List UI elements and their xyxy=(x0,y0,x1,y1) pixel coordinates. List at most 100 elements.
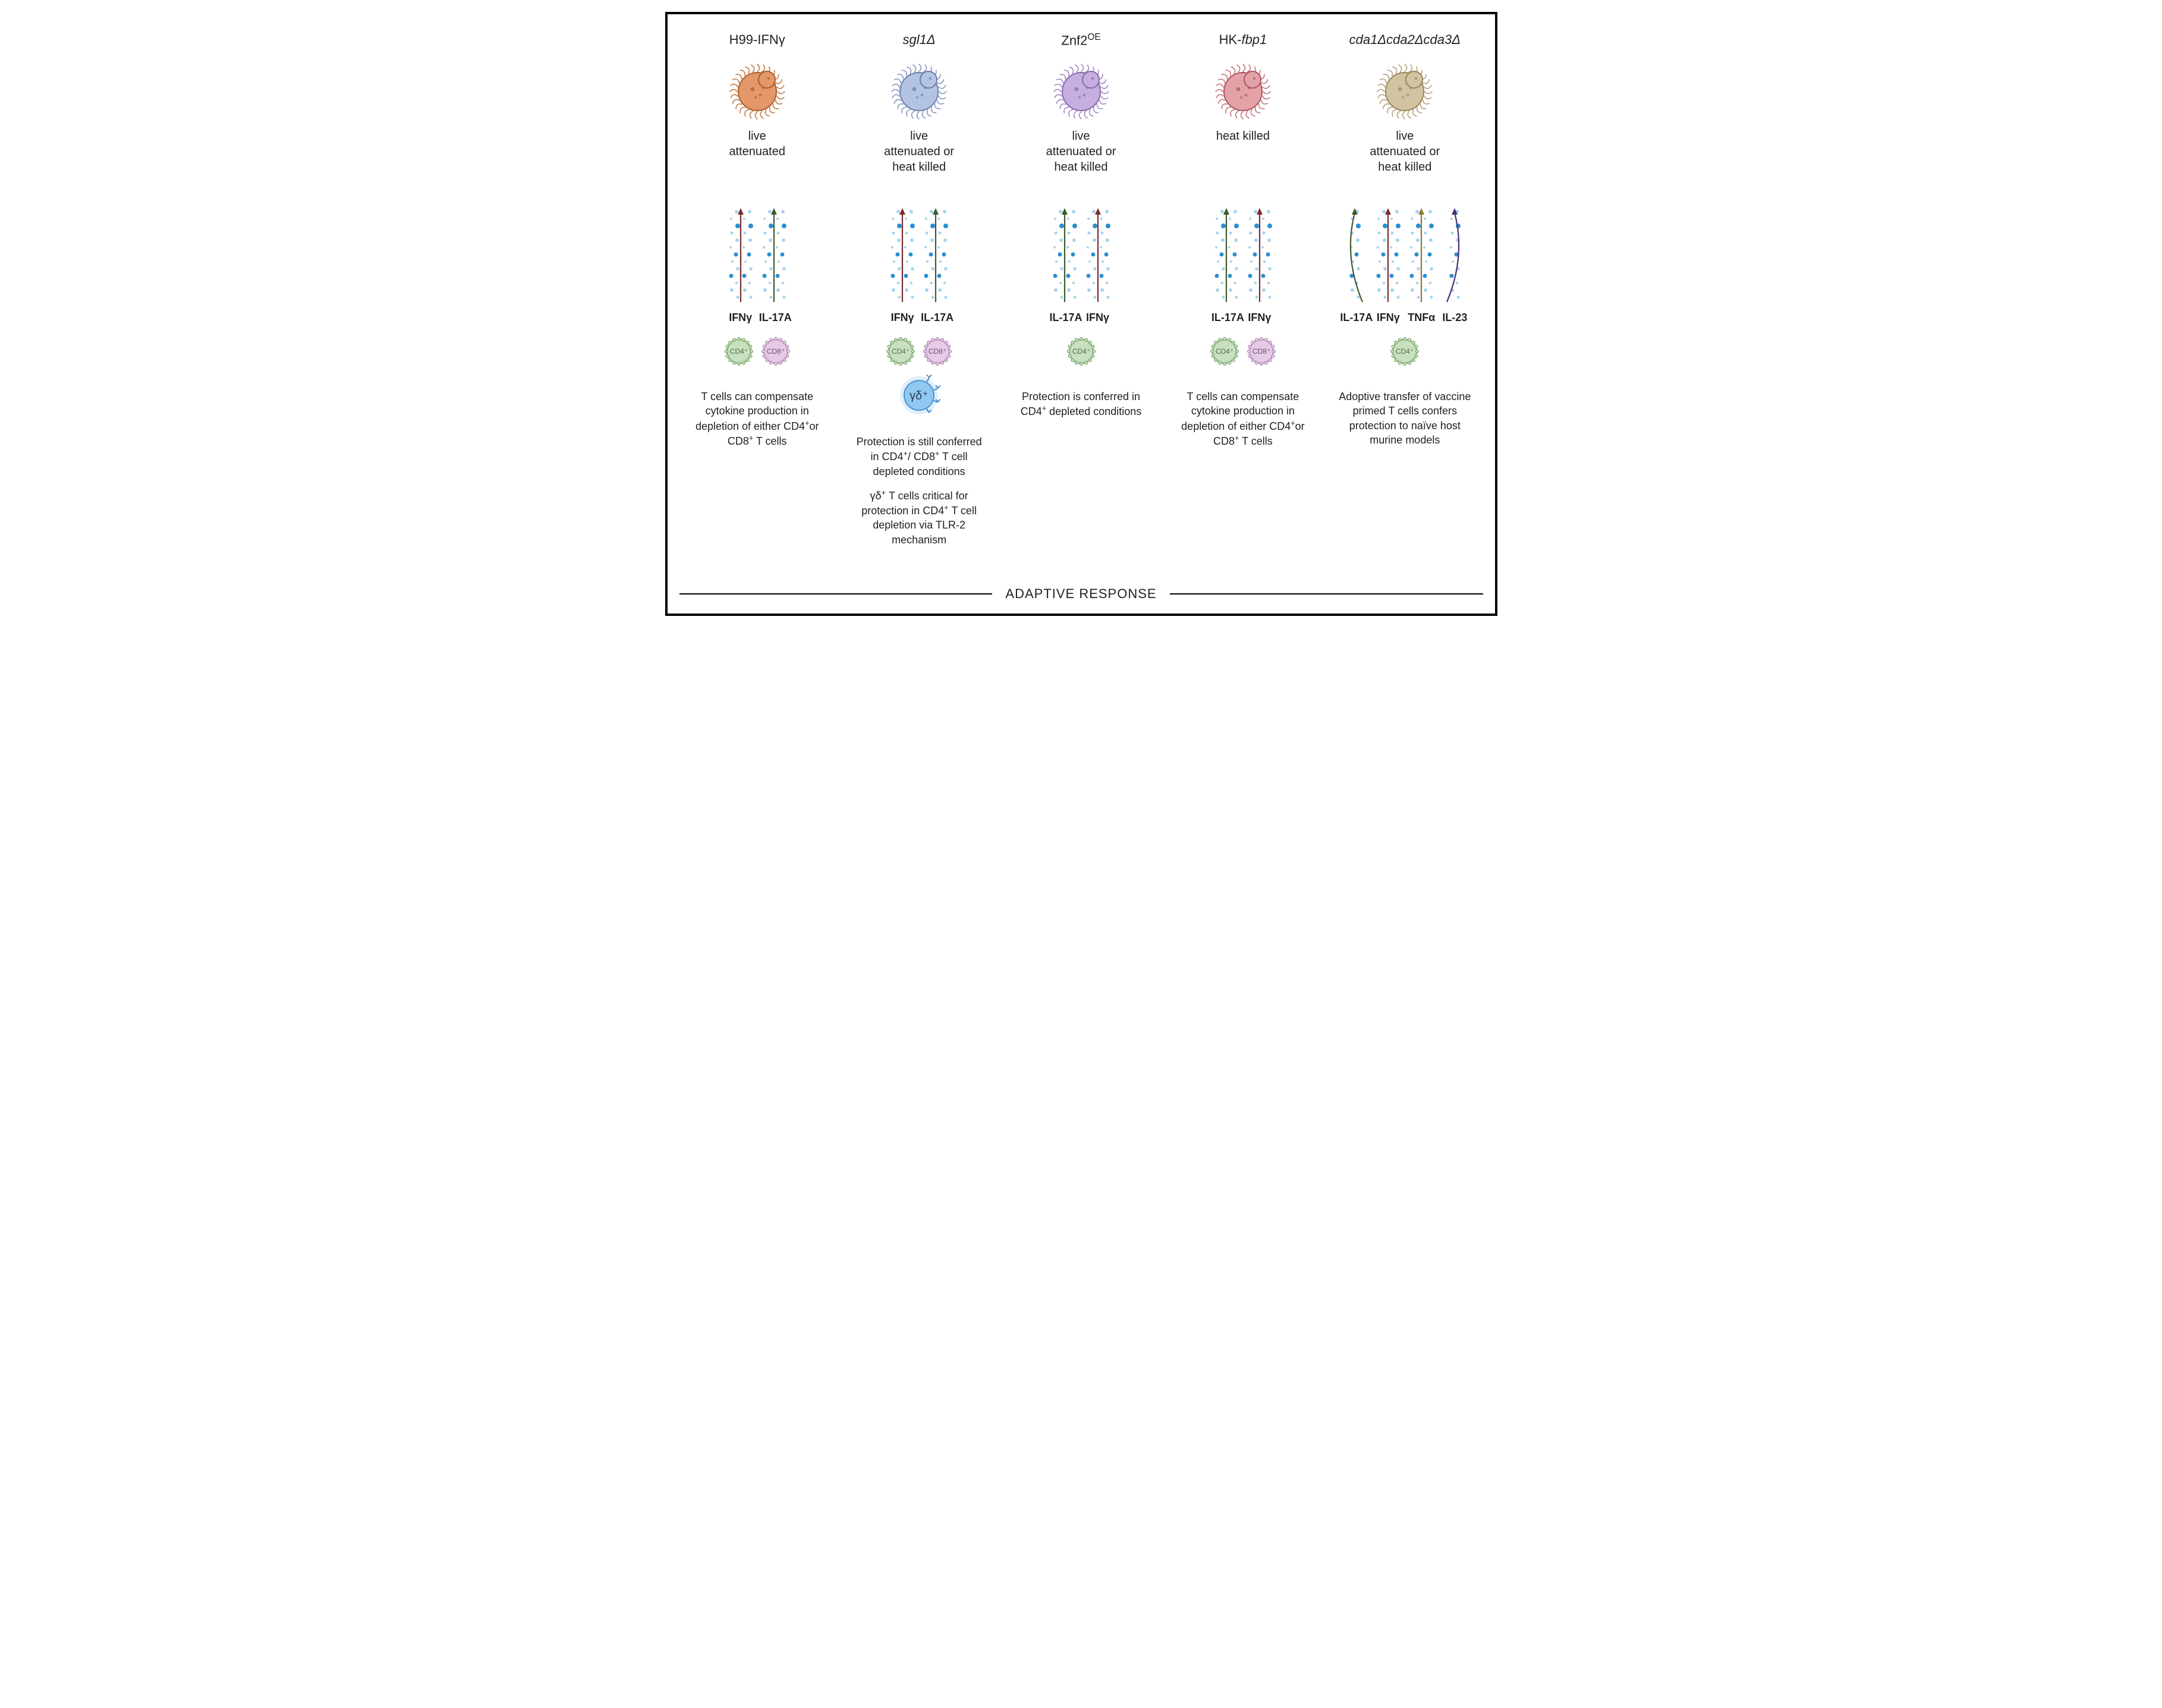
cytokine-labels: IFNγIL-17A xyxy=(726,312,789,324)
cytokine-labels: IL-17AIFNγTNFαIL-23 xyxy=(1340,312,1469,324)
cytokine-arrows xyxy=(726,200,789,307)
svg-text:CD4⁺: CD4⁺ xyxy=(730,347,748,356)
pathogen-icon xyxy=(728,61,787,120)
column-title: HK-fbp1 xyxy=(1219,32,1267,50)
pathogen-icon xyxy=(1375,61,1434,120)
svg-text:CD8⁺: CD8⁺ xyxy=(1252,347,1270,356)
cytokine-label: IL-23 xyxy=(1440,312,1469,324)
tcell-cd4: CD4⁺ xyxy=(1209,336,1240,372)
cytokine-label: IFNγ xyxy=(726,312,756,324)
column-title: H99-IFNγ xyxy=(729,32,785,50)
svg-text:CD4⁺: CD4⁺ xyxy=(1216,347,1233,356)
cytokine-label: IL-17A xyxy=(921,312,951,324)
cytokine-arrow xyxy=(888,206,917,307)
arrow-unit xyxy=(1211,206,1241,307)
cytokine-arrow xyxy=(1406,206,1436,307)
svg-text:γδ⁺: γδ⁺ xyxy=(910,389,929,402)
pathogen-icon xyxy=(889,61,949,120)
cytokine-labels: IL-17AIFNγ xyxy=(1211,312,1274,324)
arrow-unit xyxy=(759,206,789,307)
attenuation-label: liveattenuated xyxy=(729,128,785,176)
tcell-cd4: CD4⁺ xyxy=(1389,336,1420,372)
cytokine-arrow xyxy=(1083,206,1113,307)
cytokine-arrows xyxy=(1340,200,1469,307)
column-description: Protection is still conferred in CD4+/ C… xyxy=(851,435,987,556)
tcell-cd4: CD4⁺ xyxy=(885,336,916,372)
footer-adaptive-response: ADAPTIVE RESPONSE xyxy=(679,586,1483,602)
cytokine-arrow xyxy=(1245,206,1274,307)
arrow-unit xyxy=(1050,206,1080,307)
pathogen xyxy=(1375,61,1434,120)
column-2: Znf2OE liveattenuated orheat killed IL-1… xyxy=(1003,32,1159,556)
column-title: cda1Δcda2Δcda3Δ xyxy=(1349,32,1461,50)
tcell-gd-icon: γδ⁺ xyxy=(898,374,940,417)
tcell-cd4-icon: CD4⁺ xyxy=(723,336,754,367)
cytokine-label: IFNγ xyxy=(1083,312,1113,324)
svg-text:CD4⁺: CD4⁺ xyxy=(1396,347,1414,356)
tcells-row: CD4⁺ CD8⁺ xyxy=(885,336,953,372)
cytokine-label: IL-17A xyxy=(759,312,789,324)
arrow-unit xyxy=(726,206,756,307)
cytokine-arrow xyxy=(1373,206,1403,307)
attenuation-label: liveattenuated orheat killed xyxy=(884,128,954,176)
cytokine-arrow xyxy=(1340,206,1370,307)
attenuation-label: heat killed xyxy=(1216,128,1270,176)
tcell-cd4: CD4⁺ xyxy=(723,336,754,372)
pathogen-icon xyxy=(1213,61,1273,120)
pathogen xyxy=(889,61,949,120)
cytokine-label: IL-17A xyxy=(1340,312,1370,324)
column-description: T cells can compensate cytokine producti… xyxy=(689,389,826,448)
svg-text:CD8⁺: CD8⁺ xyxy=(767,347,785,356)
footer-text: ADAPTIVE RESPONSE xyxy=(992,586,1169,602)
arrow-unit xyxy=(1440,206,1469,307)
tcells-row: CD4⁺ xyxy=(1066,336,1097,372)
cytokine-arrow xyxy=(726,206,756,307)
column-1: sgl1Δ liveattenuated orheat killed IFNγ I… xyxy=(841,32,997,556)
cytokine-label: IFNγ xyxy=(888,312,917,324)
tcell-cd4-icon: CD4⁺ xyxy=(1389,336,1420,367)
tcell-cd4-icon: CD4⁺ xyxy=(1066,336,1097,367)
tcell-cd8: CD8⁺ xyxy=(922,336,953,372)
pathogen xyxy=(1213,61,1273,120)
tcell-cd4-icon: CD4⁺ xyxy=(1209,336,1240,367)
tcell-cd4: CD4⁺ xyxy=(1066,336,1097,372)
arrow-unit xyxy=(1340,206,1370,307)
cytokine-arrow xyxy=(1440,206,1469,307)
tcell-cd4-icon: CD4⁺ xyxy=(885,336,916,367)
pathogen xyxy=(728,61,787,120)
cytokine-label: IL-17A xyxy=(1050,312,1080,324)
arrow-unit xyxy=(1406,206,1436,307)
tcell-cd8: CD8⁺ xyxy=(1246,336,1277,372)
cytokine-arrows xyxy=(888,200,951,307)
cytokine-label: IFNγ xyxy=(1245,312,1274,324)
arrow-unit xyxy=(1373,206,1403,307)
column-description: Protection is conferred in CD4+ depleted… xyxy=(1013,389,1150,419)
attenuation-label: liveattenuated orheat killed xyxy=(1370,128,1440,176)
svg-text:CD4⁺: CD4⁺ xyxy=(1072,347,1090,356)
arrow-unit xyxy=(1245,206,1274,307)
svg-text:CD4⁺: CD4⁺ xyxy=(892,347,910,356)
arrow-unit xyxy=(1083,206,1113,307)
cytokine-arrow xyxy=(1050,206,1080,307)
cytokine-arrow xyxy=(1211,206,1241,307)
pathogen xyxy=(1052,61,1111,120)
column-0: H99-IFNγ liveattenuated IFNγIL-17A CD4⁺ … xyxy=(679,32,835,556)
tcells-row: CD4⁺ xyxy=(1389,336,1420,372)
column-title: sgl1Δ xyxy=(903,32,936,50)
column-title: Znf2OE xyxy=(1061,32,1100,50)
cytokine-arrow xyxy=(759,206,789,307)
column-3: HK-fbp1 heat killed IL-17AIFNγ CD4⁺ CD8⁺… xyxy=(1165,32,1321,556)
arrow-unit xyxy=(888,206,917,307)
cytokine-arrows xyxy=(1211,200,1274,307)
figure-adaptive-response: H99-IFNγ liveattenuated IFNγIL-17A CD4⁺ … xyxy=(665,12,1497,616)
svg-text:CD8⁺: CD8⁺ xyxy=(929,347,946,356)
tcell-cd8-icon: CD8⁺ xyxy=(1246,336,1277,367)
footer-line-right xyxy=(1170,593,1483,595)
tcells-row: CD4⁺ CD8⁺ xyxy=(1209,336,1277,372)
tcell-gd-row: γδ⁺ xyxy=(898,374,940,417)
tcell-cd8: CD8⁺ xyxy=(760,336,791,372)
column-4: cda1Δcda2Δcda3Δ liveattenuated orheat ki… xyxy=(1327,32,1483,556)
cytokine-label: IFNγ xyxy=(1373,312,1403,324)
attenuation-label: liveattenuated orheat killed xyxy=(1046,128,1116,176)
footer-line-left xyxy=(679,593,993,595)
